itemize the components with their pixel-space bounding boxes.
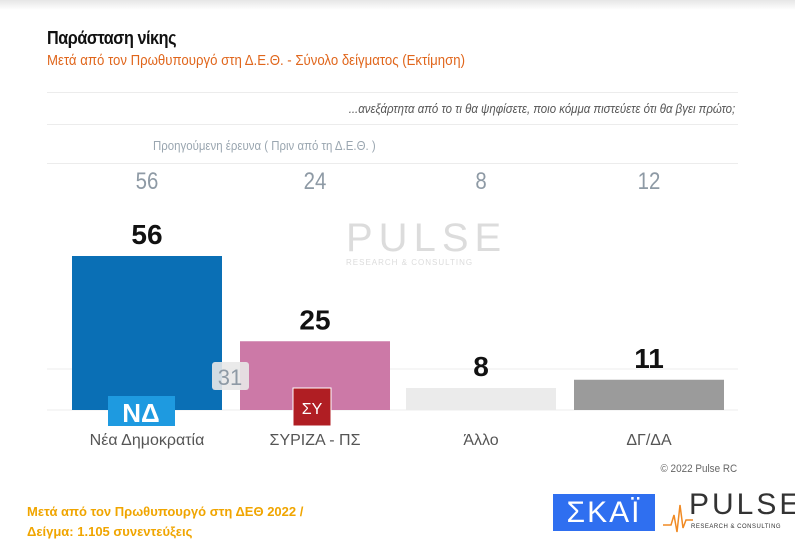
divider <box>47 163 738 164</box>
watermark-subtext: RESEARCH & CONSULTING <box>346 258 474 267</box>
footer-line-1: Μετά από τον Πρωθυπουργό στη ΔΕΘ 2022 / <box>27 504 304 519</box>
bar-other <box>406 388 556 410</box>
pulse-logo: PULSE RESEARCH & CONSULTING <box>663 490 795 535</box>
category-label-dkna: ΔΓ/ΔΑ <box>626 432 672 449</box>
copyright: © 2022 Pulse RC <box>660 463 737 475</box>
watermark-text: PULSE <box>346 216 508 260</box>
divider <box>47 92 738 93</box>
category-label-nd: Νέα Δημοκρατία <box>90 432 205 449</box>
data-label-nd: 56 <box>131 219 162 250</box>
nd-logo-text: ΝΔ <box>122 398 159 428</box>
bar-dkna <box>574 379 724 410</box>
syriza-logo-icon <box>292 387 332 427</box>
top-bar <box>0 0 795 10</box>
pulse-logo-text: PULSE <box>689 488 795 521</box>
previous-value-syriza: 24 <box>303 168 327 195</box>
bar-nd <box>72 256 222 410</box>
category-label-other: Άλλο <box>463 432 498 449</box>
annotation-box <box>212 362 249 390</box>
chart-subtitle: Μετά από τον Πρωθυπουργό στη Δ.Ε.Θ. - Σύ… <box>47 52 466 69</box>
footer-line-2: Δείγμα: 1.105 συνεντεύξεις <box>27 524 193 539</box>
category-label-syriza: ΣΥΡΙΖΑ - ΠΣ <box>270 432 361 449</box>
chart-title: Παράσταση νίκης <box>47 28 177 48</box>
pulse-wave-icon <box>663 504 693 533</box>
syriza-logo-text: ΣΥ <box>302 401 323 418</box>
data-label-other: 8 <box>473 351 489 382</box>
footer-note: Μετά από τον Πρωθυπουργό στη ΔΕΘ 2022 / … <box>27 502 303 542</box>
pulse-watermark: PULSE RESEARCH & CONSULTING <box>310 218 507 267</box>
skai-logo: ΣΚΑΪ <box>553 494 655 531</box>
data-label-syriza: 25 <box>299 304 330 335</box>
previous-value-other: 8 <box>475 168 487 195</box>
question-text: ...ανεξάρτητα από το τι θα ψηφίσετε, ποι… <box>348 101 735 116</box>
divider <box>47 124 738 125</box>
previous-survey-label: Προηγούμενη έρευνα ( Πριν από τη Δ.Ε.Θ. … <box>153 138 376 153</box>
previous-value-nd: 56 <box>135 168 159 195</box>
pulse-logo-subtext: RESEARCH & CONSULTING <box>691 524 782 530</box>
previous-value-dkna: 12 <box>637 168 661 195</box>
data-label-dkna: 11 <box>634 343 664 374</box>
annotation-label: 31 <box>218 365 242 390</box>
nd-logo-icon <box>108 396 175 426</box>
